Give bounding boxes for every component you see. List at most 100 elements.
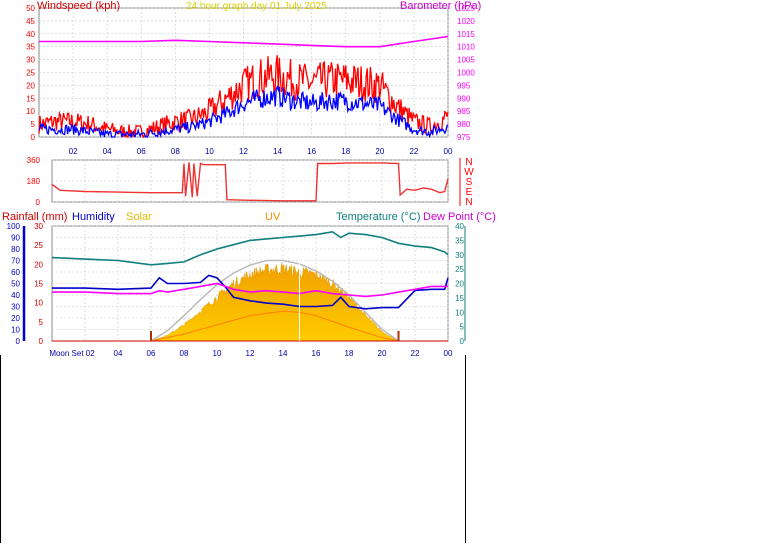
temperature-line [51,230,449,266]
temperature-tick-label: 0 [460,337,465,346]
multi-x-tick-label: 18 [345,349,354,358]
wind-x-tick-label: 20 [375,147,384,156]
wind-x-tick-label: 12 [239,147,248,156]
wind-x-tick-label: 18 [341,147,350,156]
humidity-tick-label: 30 [11,303,20,312]
multi-x-tick-label: 20 [378,349,387,358]
compass-label: W [464,167,474,178]
multi-x-tick-label: 08 [180,349,189,358]
direction-tick-label: 180 [27,177,41,186]
humidity-tick-label: 70 [11,257,20,266]
barometer-tick-label: 1020 [457,17,475,26]
temperature-tick-label: 5 [460,323,465,332]
chart-title: 24 hour graph day 01 July 2025 [186,1,327,12]
uv-label: UV [265,211,281,223]
barometer-tick-label: 1025 [457,4,475,13]
temperature-tick-label: 40 [455,222,464,231]
humidity-tick-label: 100 [7,222,21,231]
direction-tick-label: 360 [27,156,41,165]
rain-tick-label: 20 [34,260,43,269]
humidity-tick-label: 50 [11,280,20,289]
barometer-tick-label: 995 [457,81,471,90]
temperature-tick-label: 10 [455,308,464,317]
rain-tick-label: 15 [34,280,43,289]
humidity-tick-label: 0 [16,337,21,346]
multi-x-tick-label: Moon Set 02 [49,349,95,358]
wind-x-tick-label: 22 [409,147,418,156]
rain-tick-label: 25 [34,241,43,250]
wind-x-tick-label: 02 [69,147,78,156]
windspeed-tick-label: 40 [26,30,35,39]
solar-label: Solar [126,211,152,223]
dewpoint-line [52,282,448,298]
wind-x-tick-label: 16 [307,147,316,156]
humidity-tick-label: 20 [11,314,20,323]
barometer-tick-label: 1015 [457,30,475,39]
multi-x-tick-label: 14 [279,349,288,358]
humidity-tick-label: 10 [11,326,20,335]
windspeed-tick-label: 25 [26,69,35,78]
windspeed-tick-label: 30 [26,56,35,65]
wind-x-tick-label: 00 [444,147,453,156]
wind-x-tick-label: 06 [137,147,146,156]
compass-label: N [465,157,472,168]
windspeed-tick-label: 5 [31,120,36,129]
windspeed-tick-label: 45 [26,17,35,26]
windspeed-tick-label: 50 [26,4,35,13]
multi-x-tick-label: 16 [312,349,321,358]
compass-label: E [466,187,473,198]
wind-x-tick-label: 08 [171,147,180,156]
humidity-label: Humidity [72,211,115,223]
direction-tick-label: 0 [36,198,41,207]
humidity-tick-label: 80 [11,245,20,254]
barometer-tick-label: 1000 [457,69,475,78]
temperature-tick-label: 25 [455,265,464,274]
left-border-line [0,355,1,543]
rain-tick-label: 10 [34,299,43,308]
multi-x-tick-label: 12 [246,349,255,358]
barometer-tick-label: 975 [457,133,471,142]
dewpoint-label: Dew Point (°C) [423,211,496,223]
clear-sky-solar-line [150,259,399,342]
humidity-line [52,274,449,310]
windspeed-tick-label: 10 [26,107,35,116]
wind-direction-line [51,162,449,202]
humidity-tick-label: 60 [11,268,20,277]
multi-x-tick-label: 22 [411,349,420,358]
barometer-axis-label: Barometer (hPa) [400,0,481,12]
wind-barometer-chart: 0510152025303540455097598098599099510001… [26,0,481,156]
rain-humidity-solar-chart: 0102030405060708090100051015202530051015… [2,211,496,358]
average-speed-line [38,85,449,139]
rain-tick-label: 0 [39,337,44,346]
windspeed-tick-label: 35 [26,43,35,52]
windspeed-tick-label: 20 [26,81,35,90]
multi-x-tick-label: 10 [213,349,222,358]
barometer-tick-label: 980 [457,120,471,129]
right-border-line [465,355,466,543]
rain-tick-label: 5 [39,318,44,327]
barometer-tick-label: 990 [457,94,471,103]
barometer-tick-label: 1005 [457,56,475,65]
multi-x-tick-label: 04 [114,349,123,358]
humidity-tick-label: 40 [11,291,20,300]
wind-x-tick-label: 10 [205,147,214,156]
uv-line [150,310,399,342]
humidity-tick-label: 90 [11,234,20,243]
windspeed-axis-label: Windspeed (kph) [37,0,120,12]
barometer-tick-label: 985 [457,107,471,116]
multi-x-tick-label: 06 [147,349,156,358]
multi-x-tick-label: 00 [444,349,453,358]
temperature-tick-label: 20 [455,280,464,289]
gust-speed-line [38,55,449,139]
barometer-tick-label: 1010 [457,43,475,52]
rainfall-label: Rainfall (mm) [2,211,67,223]
barometer-line [39,35,449,48]
compass-label: S [466,177,473,188]
temperature-label: Temperature (°C) [336,211,420,223]
wind-x-tick-label: 04 [103,147,112,156]
temperature-tick-label: 15 [455,294,464,303]
temperature-tick-label: 35 [455,236,464,245]
